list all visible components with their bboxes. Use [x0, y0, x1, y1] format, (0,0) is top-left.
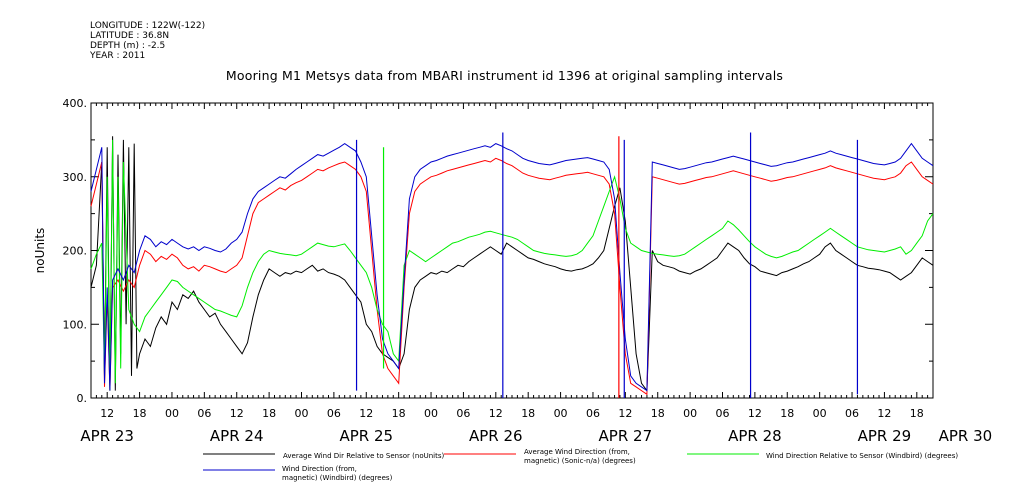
x-hour-label: 06: [197, 407, 211, 420]
x-hour-label: 06: [716, 407, 730, 420]
legend-lines: [203, 453, 759, 471]
metadata-block: LONGITUDE : 122W(-122) LATITUDE : 36.8N …: [90, 21, 205, 61]
y-axis-label: noUnits: [33, 228, 47, 274]
x-hour-label: 18: [910, 407, 924, 420]
x-hour-label: 18: [392, 407, 406, 420]
x-hour-label: 18: [651, 407, 665, 420]
longitude-label: LONGITUDE : 122W(-122): [90, 21, 206, 31]
depth-label: DEPTH (m) : -2.5: [90, 41, 166, 51]
x-hour-label: 12: [359, 407, 373, 420]
x-day-label: APR 28: [728, 427, 782, 445]
year-label: YEAR : 2011: [90, 51, 146, 61]
x-hour-label: 18: [521, 407, 535, 420]
x-hour-label: 06: [586, 407, 600, 420]
x-hour-label: 06: [845, 407, 859, 420]
x-day-label: APR 30: [939, 427, 993, 445]
x-day-label: APR 23: [80, 427, 134, 445]
x-hour-label: 18: [780, 407, 794, 420]
series-line-3: [90, 142, 934, 392]
x-hour-label: 18: [133, 407, 147, 420]
x-hour-label: 18: [262, 407, 276, 420]
x-hour-label: 12: [877, 407, 891, 420]
x-hour-label: 12: [489, 407, 503, 420]
y-tick-label: 300.: [63, 171, 88, 184]
x-day-label: APR 25: [339, 427, 393, 445]
x-hour-label: 12: [618, 407, 632, 420]
x-hour-label: 12: [230, 407, 244, 420]
y-tick-label: 200.: [63, 245, 88, 258]
x-hour-label: 00: [424, 407, 438, 420]
plot-frame: [90, 102, 934, 399]
x-hour-label: 06: [456, 407, 470, 420]
series-line-1: [90, 157, 934, 396]
y-tick-label: 400.: [63, 97, 88, 110]
x-hour-label: 00: [813, 407, 827, 420]
x-hour-label: 00: [683, 407, 697, 420]
chart-title: Mooring M1 Metsys data from MBARI instru…: [225, 68, 784, 83]
x-day-label: APR 29: [858, 427, 912, 445]
x-hour-label: 12: [100, 407, 114, 420]
series-line-2: [90, 139, 934, 391]
x-day-label: APR 24: [210, 427, 264, 445]
x-day-label: APR 26: [469, 427, 523, 445]
x-hour-label: 00: [295, 407, 309, 420]
x-day-label: APR 27: [599, 427, 653, 445]
x-hour-label: 00: [554, 407, 568, 420]
y-tick-label: 0.: [77, 392, 88, 405]
x-hour-label: 00: [165, 407, 179, 420]
series-line-0: [90, 136, 934, 393]
latitude-label: LATITUDE : 36.8N: [90, 31, 170, 41]
chart-axes: [90, 102, 934, 399]
chart-ticks: 0. 100. 200. 300. 400. noUnits 12 18 00 06 12 18 00 0…: [33, 97, 992, 445]
y-tick-label: 100.: [63, 318, 88, 331]
x-hour-label: 06: [327, 407, 341, 420]
x-hour-label: 12: [748, 407, 762, 420]
series-layer: [90, 132, 934, 398]
